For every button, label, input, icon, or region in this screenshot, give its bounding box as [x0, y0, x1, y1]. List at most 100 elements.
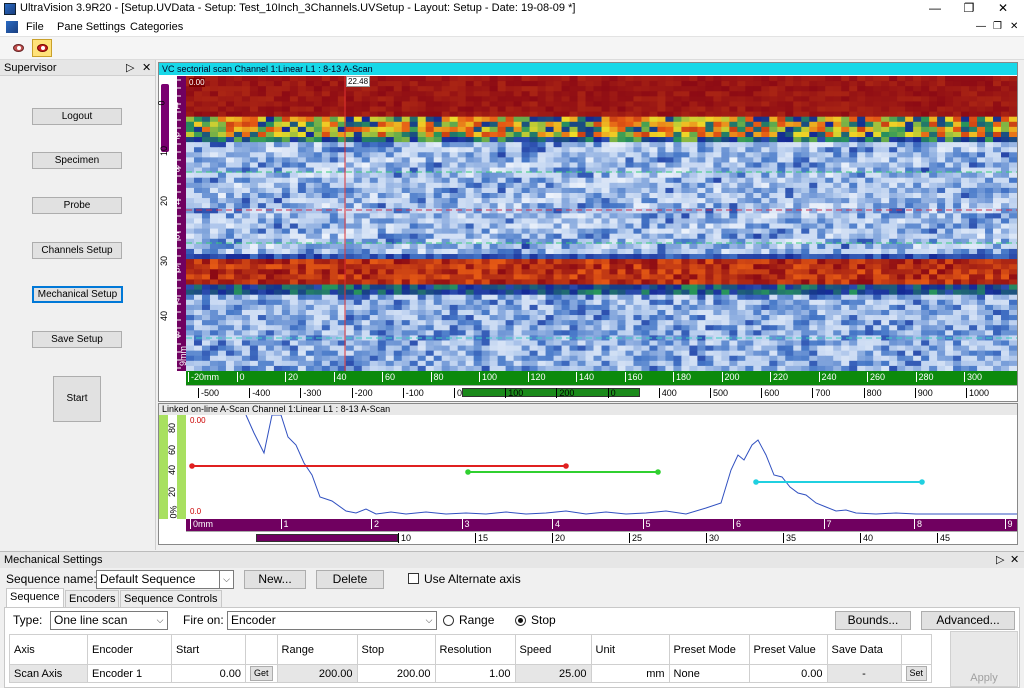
alternate-axis-checkbox[interactable] [408, 573, 419, 584]
ruler-tick: 10 [398, 533, 411, 543]
cell-save-data: - [827, 665, 901, 683]
ruler-tick: 7 [824, 519, 832, 529]
scan-y-sub-1: 1 [175, 101, 180, 111]
close-icon[interactable]: ✕ [1010, 552, 1019, 568]
ascan-pane: Linked on-line A-Scan Channel 1:Linear L… [158, 403, 1018, 545]
ruler-tick: 1 [281, 519, 289, 529]
ascan-plot[interactable]: 0.00 0.0 [186, 415, 1017, 519]
scan-y-sub-3: 3 [175, 164, 180, 174]
specimen-button[interactable]: Specimen [32, 152, 122, 169]
ruler-tick: 600 [761, 388, 779, 398]
logout-button[interactable]: Logout [32, 108, 122, 125]
cell-preset-value[interactable]: 0.00 [749, 665, 827, 683]
ruler-tick: 900 [915, 388, 933, 398]
cell-stop[interactable]: 200.00 [357, 665, 435, 683]
close-icon[interactable]: ✕ [986, 0, 1020, 18]
range-radio[interactable] [443, 615, 454, 626]
menu-categories[interactable]: Categories [130, 21, 183, 33]
ruler-tick: 260 [867, 372, 885, 382]
ruler-tick: 3 [462, 519, 470, 529]
ruler-tick: 5 [643, 519, 651, 529]
mdi-close-icon[interactable]: ✕ [1010, 21, 1018, 32]
ruler-tick: 400 [659, 388, 677, 398]
cell-resolution[interactable]: 1.00 [435, 665, 515, 683]
ruler-tick: 4 [552, 519, 560, 529]
save-setup-button[interactable]: Save Setup [32, 331, 122, 348]
advanced-button[interactable]: Advanced... [921, 611, 1015, 630]
scan-y-sub-8: 8 [175, 330, 180, 340]
ascan-y-ruler[interactable]: 80 60 40 20 0% [159, 415, 186, 519]
chevron-down-icon[interactable]: ⌵ [153, 612, 167, 629]
ascan-pane-title: Linked on-line A-Scan Channel 1:Linear L… [159, 404, 1017, 415]
mdi-minimize-icon[interactable]: — [976, 21, 986, 32]
sequence-name-value: Default Sequence [100, 572, 195, 586]
sequence-name-combo[interactable]: Default Sequence ⌵ [96, 570, 234, 589]
chevron-down-icon[interactable]: ⌵ [219, 571, 233, 588]
ruler-tick: 60 [382, 372, 395, 382]
scan-y-ruler[interactable]: 0 10 20 30 40 9mm 1 2 3 4 5 6 7 8 [159, 76, 186, 371]
start-button[interactable]: Start [53, 376, 101, 422]
col-range: Range [277, 635, 357, 665]
document-icon[interactable] [6, 21, 18, 33]
table-header-row: Axis Encoder Start Range Stop Resolution… [10, 635, 932, 665]
col-speed: Speed [515, 635, 591, 665]
toolbar-view-button[interactable] [8, 39, 28, 57]
cell-start[interactable]: 0.00 [172, 665, 246, 683]
stop-radio[interactable] [515, 615, 526, 626]
channels-setup-button[interactable]: Channels Setup [32, 242, 122, 259]
table-row[interactable]: Scan Axis Encoder 1 0.00 Get 200.00 200.… [10, 665, 932, 683]
ruler-tick: -200 [352, 388, 373, 398]
cell-preset-mode[interactable]: None [669, 665, 749, 683]
ruler-tick: 80 [431, 372, 444, 382]
ruler-tick: 20 [285, 372, 298, 382]
supervisor-header: Supervisor ▷ ✕ [0, 60, 155, 76]
menu-pane-settings[interactable]: Pane Settings [57, 21, 126, 33]
ruler-tick: 220 [770, 372, 788, 382]
tab-sequence-controls[interactable]: Sequence Controls [120, 590, 222, 607]
restore-icon[interactable]: ❐ [952, 0, 986, 18]
mechanical-setup-button[interactable]: Mechanical Setup [32, 286, 123, 303]
eye-icon [37, 44, 48, 52]
cell-encoder[interactable]: Encoder 1 [88, 665, 172, 683]
tab-encoders[interactable]: Encoders [65, 590, 119, 607]
col-preset-value: Preset Value [749, 635, 827, 665]
set-button[interactable]: Set [906, 666, 928, 681]
delete-sequence-button[interactable]: Delete [316, 570, 384, 589]
minimize-icon[interactable]: — [918, 0, 952, 18]
pin-icon[interactable]: ▷ [996, 552, 1004, 568]
chevron-down-icon[interactable]: ⌵ [422, 612, 436, 629]
col-unit: Unit [591, 635, 669, 665]
cell-speed[interactable]: 25.00 [515, 665, 591, 683]
col-stop: Stop [357, 635, 435, 665]
ruler-tick: 100 [505, 388, 523, 398]
supervisor-pane: Supervisor ▷ ✕ Logout Specimen Probe Cha… [0, 60, 156, 550]
ruler-tick: 800 [864, 388, 882, 398]
scan-y-sub-5: 5 [175, 231, 180, 241]
mdi-restore-icon[interactable]: ❐ [993, 21, 1002, 32]
type-combo[interactable]: One line scan ⌵ [50, 611, 168, 630]
sectorial-scan-image[interactable]: 22.48 0.00 [186, 76, 1017, 371]
new-sequence-button[interactable]: New... [244, 570, 306, 589]
menu-file[interactable]: File [26, 21, 44, 33]
menu-bar: File Pane Settings Categories — ❐ ✕ [0, 18, 1024, 37]
scan-y-tick-30: 30 [159, 256, 169, 266]
ruler-tick: 120 [528, 372, 546, 382]
ruler-tick: 280 [916, 372, 934, 382]
probe-button[interactable]: Probe [32, 197, 122, 214]
fire-on-combo[interactable]: Encoder ⌵ [227, 611, 437, 630]
col-encoder: Encoder [88, 635, 172, 665]
bounds-button[interactable]: Bounds... [835, 611, 911, 630]
get-button[interactable]: Get [250, 666, 273, 681]
col-axis: Axis [10, 635, 88, 665]
apply-button[interactable]: Apply [950, 631, 1018, 687]
pin-icon[interactable]: ▷ [126, 60, 134, 76]
ruler-tick: 8 [914, 519, 922, 529]
window-title: UltraVision 3.9R20 - [Setup.UVData - Set… [20, 2, 575, 14]
toolbar-setup-button[interactable] [32, 39, 52, 57]
tab-sequence[interactable]: Sequence [6, 588, 64, 607]
close-icon[interactable]: ✕ [142, 60, 151, 76]
